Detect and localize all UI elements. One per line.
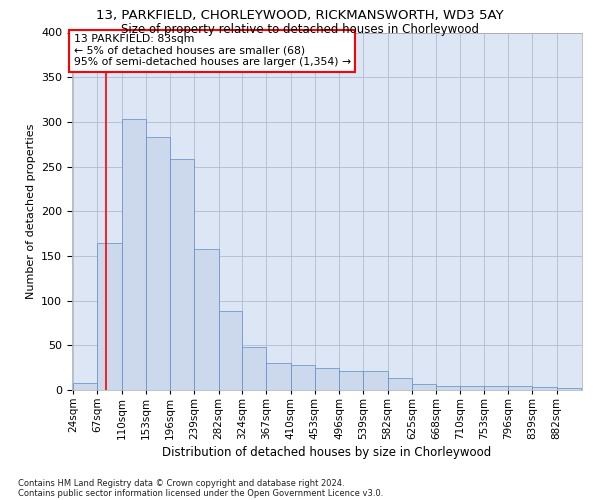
Text: 13, PARKFIELD, CHORLEYWOOD, RICKMANSWORTH, WD3 5AY: 13, PARKFIELD, CHORLEYWOOD, RICKMANSWORT… [96, 9, 504, 22]
Bar [364, 371, 388, 390]
X-axis label: Distribution of detached houses by size in Chorleywood: Distribution of detached houses by size … [163, 446, 491, 459]
Text: Contains HM Land Registry data © Crown copyright and database right 2024.
Contai: Contains HM Land Registry data © Crown c… [18, 479, 383, 498]
Text: 13 PARKFIELD: 83sqm
← 5% of detached houses are smaller (68)
95% of semi-detache: 13 PARKFIELD: 83sqm ← 5% of detached hou… [74, 34, 351, 68]
Bar [484, 386, 508, 390]
Bar [194, 249, 218, 390]
Bar [557, 388, 581, 390]
Bar [315, 368, 339, 390]
Bar [436, 386, 460, 390]
Bar [218, 312, 242, 390]
Bar [146, 137, 170, 390]
Bar [532, 388, 557, 390]
Bar [242, 347, 266, 390]
Bar [460, 386, 484, 390]
Bar [266, 363, 290, 390]
Bar [508, 386, 532, 390]
Text: Size of property relative to detached houses in Chorleywood: Size of property relative to detached ho… [121, 22, 479, 36]
Bar [339, 371, 364, 390]
Bar [170, 160, 194, 390]
Bar [97, 242, 122, 390]
Bar [73, 383, 97, 390]
Bar [290, 365, 315, 390]
Bar [388, 378, 412, 390]
Bar [122, 119, 146, 390]
Y-axis label: Number of detached properties: Number of detached properties [26, 124, 35, 299]
Bar [412, 384, 436, 390]
